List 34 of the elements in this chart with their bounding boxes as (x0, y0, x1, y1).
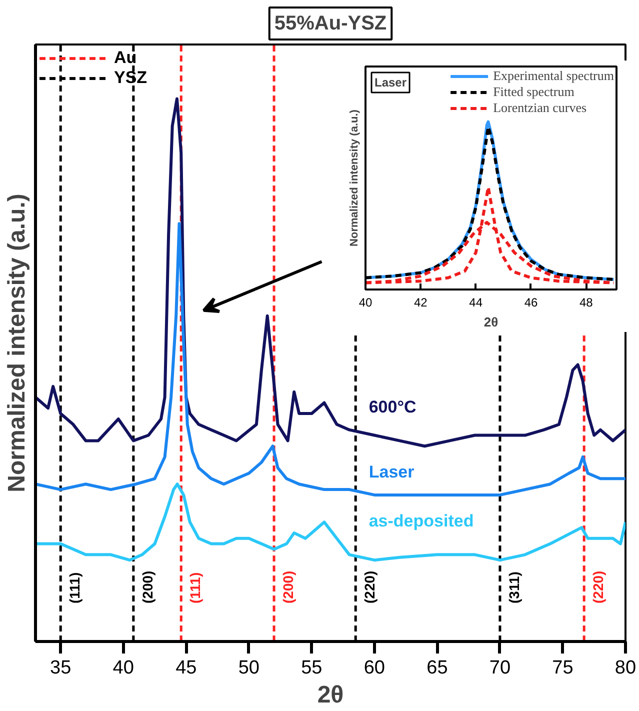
annotation: (111) (66, 572, 83, 604)
x-tick-label: 40 (358, 296, 372, 310)
annotation: (220) (590, 570, 606, 604)
x-tick-label: 55 (301, 658, 322, 678)
x-tick-label: 48 (579, 296, 594, 310)
annotation: (200) (139, 570, 156, 604)
series-label: 600°C (368, 397, 416, 416)
annotation: (220) (362, 570, 378, 604)
x-tick-label: 75 (552, 658, 574, 678)
chart-title: 55%Au-YSZ (274, 12, 387, 34)
y-axis-title: Normalized intensity (a.u.) (348, 109, 360, 246)
x-axis-title: 2θ (317, 682, 344, 708)
chart-title: Laser (374, 76, 407, 90)
annotation: (111) (187, 572, 204, 604)
series-label: Laser (368, 462, 415, 482)
x-tick-label: 42 (414, 296, 428, 310)
x-tick-label: 35 (50, 658, 72, 678)
annotation: (311) (506, 572, 522, 604)
y-axis-title: Normalized intensity (a.u.) (4, 194, 30, 492)
x-axis-title: 2θ (484, 314, 498, 330)
x-tick-label: 80 (614, 658, 636, 678)
legend-label: Fitted spectrum (493, 84, 574, 100)
series-label: as-deposited (368, 511, 474, 530)
x-tick-label: 60 (364, 658, 386, 678)
x-tick-label: 50 (238, 658, 260, 678)
x-tick-label: 40 (112, 658, 134, 678)
annotation: (200) (280, 570, 296, 604)
legend-label: Lorentzian curves (493, 100, 587, 116)
x-tick-label: 70 (489, 658, 511, 678)
x-tick-label: 45 (176, 658, 197, 678)
x-tick-label: 46 (524, 296, 538, 310)
x-tick-label: 44 (469, 296, 483, 310)
x-tick-label: 65 (426, 658, 448, 678)
legend-label: Experimental spectrum (493, 68, 614, 84)
